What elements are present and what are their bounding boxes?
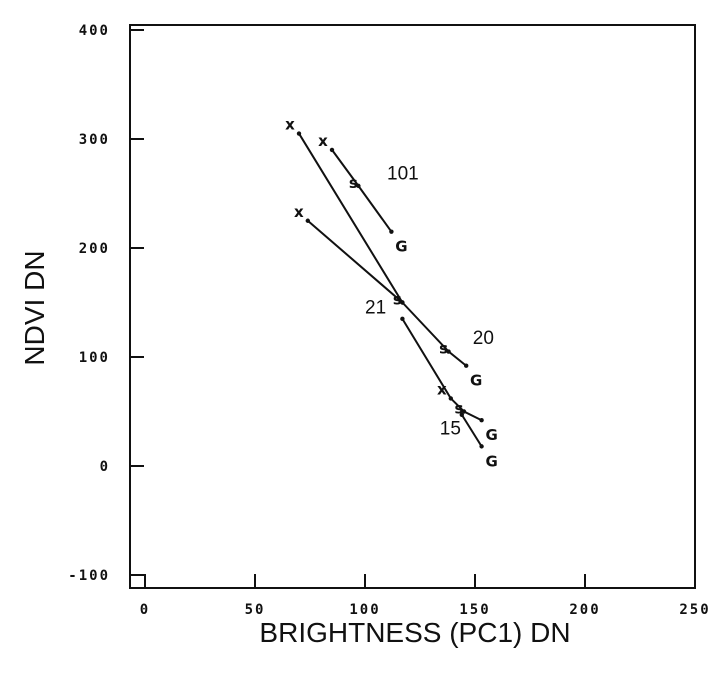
data-point (448, 396, 453, 401)
point-label: G (395, 238, 407, 256)
data-point (479, 418, 484, 423)
series-label: 21 (365, 297, 386, 318)
data-point (296, 131, 302, 136)
series-label: 20 (473, 328, 494, 349)
ticks: -100 0 100 200 300 400 0 50 100 150 200 250 (68, 23, 710, 618)
data-point (389, 229, 394, 234)
point-label: s (439, 340, 448, 358)
x-tick-label: 150 (459, 602, 490, 618)
data-point (461, 409, 467, 414)
x-axis-title: BRIGHTNESS (PC1) DN (259, 617, 570, 648)
data-point (305, 218, 310, 223)
series-line (401, 318, 483, 422)
y-tick-label: 300 (79, 132, 110, 148)
x-tick-label: 200 (569, 602, 600, 618)
data-point (459, 412, 464, 417)
point-label: s (349, 174, 358, 192)
point-label: x (437, 380, 447, 398)
series-label: 101 (387, 163, 419, 184)
y-tick-label: -100 (68, 568, 110, 584)
data-point (356, 183, 361, 189)
data-point (400, 316, 405, 322)
data-point (464, 363, 469, 368)
x-tick-label: 100 (349, 602, 380, 618)
point-label: G (470, 372, 482, 390)
series-line (331, 149, 393, 233)
x-tick-label: 50 (245, 602, 266, 618)
point-label: s (455, 400, 464, 418)
plot-frame (129, 24, 696, 589)
y-tick-label: 100 (79, 350, 110, 366)
point-label: x (285, 116, 295, 134)
y-tick-label: 400 (79, 23, 110, 39)
series-label: 15 (440, 418, 461, 439)
series-line (298, 133, 404, 304)
point-label: G (485, 426, 497, 444)
data-point (329, 147, 335, 153)
series-line (460, 414, 483, 447)
point-label: s (393, 291, 402, 309)
point-label: x (294, 203, 304, 221)
x-tick-label: 250 (679, 602, 710, 618)
y-tick-label: 0 (100, 459, 110, 475)
y-axis-title: NDVI DN (19, 250, 50, 365)
point-label: G (485, 452, 497, 470)
data-point (446, 349, 451, 354)
data-point (400, 300, 405, 305)
y-tick-label: 200 (79, 241, 110, 257)
data-point (479, 444, 484, 449)
x-tick-label: 0 (140, 602, 150, 618)
point-label: x (318, 132, 328, 150)
group-labels: 101 21 20 15 (365, 163, 494, 439)
